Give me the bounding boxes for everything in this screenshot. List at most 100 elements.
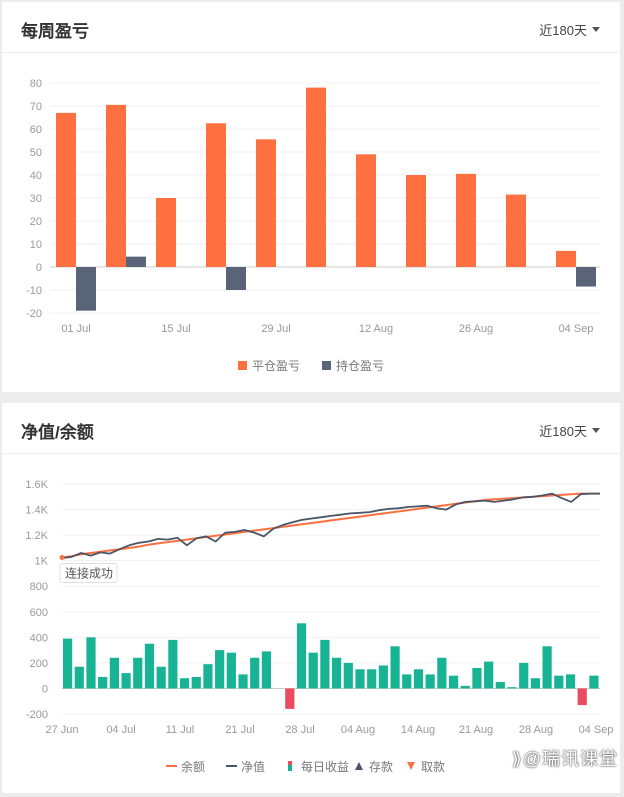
y-tick-label: -10 — [26, 285, 42, 297]
daily-return-bar — [156, 666, 166, 689]
weekly-pnl-header: 每周盈亏 近180天 — [2, 2, 620, 53]
legend-label: 存款 — [369, 760, 393, 774]
legend-label: 净值 — [241, 759, 265, 774]
bar — [206, 123, 226, 267]
weekly-range-dropdown[interactable]: 近180天 — [539, 20, 600, 39]
x-tick-label: 12 Aug — [359, 323, 393, 335]
bar — [126, 256, 146, 267]
daily-return-bar — [215, 650, 225, 689]
y-tick-label: 70 — [30, 101, 42, 113]
weekly-pnl-card: 每周盈亏 近180天 80 70 60 50 40 30 20 10 0 -10 -20 01 Jul… — [2, 2, 620, 392]
daily-return-bar — [554, 675, 564, 689]
daily-return-bar — [121, 673, 131, 689]
y-tick-label: 0 — [36, 262, 42, 274]
daily-return-bar — [133, 657, 143, 689]
daily-return-bar — [448, 675, 459, 689]
daily-return-bar — [565, 674, 576, 689]
equity-line — [61, 492, 600, 559]
daily-return-bar — [109, 657, 119, 689]
daily-return-bar — [542, 646, 552, 689]
bar — [106, 104, 126, 267]
daily-return-bar — [390, 646, 400, 689]
daily-return-bar — [144, 643, 155, 689]
legend-swatch — [322, 361, 331, 370]
daily-return-bar — [98, 676, 108, 689]
daily-return-bar — [507, 687, 517, 689]
legend-label: 持仓盈亏 — [336, 358, 384, 373]
daily-return-bar — [296, 623, 307, 689]
equity-balance-header: 净值/余额 近180天 — [2, 403, 620, 454]
equity-range-label: 近180天 — [539, 424, 587, 439]
bar — [306, 87, 326, 267]
daily-return-bar — [86, 637, 96, 689]
x-tick-label: 15 Jul — [161, 323, 190, 335]
bar — [556, 250, 576, 267]
y-tick-label: 1.2K — [25, 530, 48, 542]
daily-return-bar — [413, 669, 424, 689]
daily-return-bar — [308, 652, 318, 689]
watermark: ⟫@瑞讯课堂 — [511, 749, 618, 769]
daily-return-bar — [191, 676, 201, 689]
x-tick-label: 28 Jul — [285, 724, 314, 736]
x-tick-label: 04 Sep — [579, 724, 614, 736]
x-tick-label: 04 Jul — [106, 724, 135, 736]
x-tick-label: 01 Jul — [61, 323, 90, 335]
y-tick-label: 800 — [30, 581, 48, 593]
x-tick-label: 21 Aug — [459, 724, 493, 736]
daily-return-bar — [261, 651, 272, 689]
y-tick-label: -200 — [26, 709, 48, 721]
daily-return-bar — [519, 662, 529, 689]
chevron-down-icon — [592, 27, 600, 33]
y-tick-label: -20 — [26, 308, 42, 320]
bar — [76, 267, 96, 311]
daily-return-bar — [343, 662, 353, 689]
legend-swatch — [288, 761, 292, 765]
y-tick-label: 600 — [30, 607, 48, 619]
y-tick-label: 20 — [30, 216, 42, 228]
y-tick-label: 10 — [30, 239, 42, 251]
daily-return-bar — [378, 665, 388, 689]
equity-balance-chart: 1.6K 1.4K 1.2K 1K 800 600 400 200 0 -200 连接成功 27 Ju… — [25, 479, 614, 774]
legend-swatch — [238, 361, 247, 370]
legend-label: 取款 — [421, 760, 445, 774]
daily-return-bar — [332, 657, 342, 689]
daily-return-bar — [495, 682, 505, 689]
y-tick-label: 80 — [30, 78, 42, 90]
daily-return-bar — [425, 674, 435, 689]
legend-swatch — [355, 762, 363, 770]
x-tick-label: 14 Aug — [401, 724, 435, 736]
daily-return-bar — [320, 639, 330, 689]
chevron-down-icon — [592, 428, 600, 434]
bar — [256, 139, 276, 267]
bar — [456, 173, 476, 267]
x-tick-label: 04 Aug — [341, 724, 375, 736]
x-tick-label: 28 Aug — [519, 724, 553, 736]
tooltip-text: 连接成功 — [65, 565, 113, 580]
bar — [156, 198, 176, 267]
legend-label: 余额 — [181, 759, 205, 774]
equity-balance-title: 净值/余额 — [21, 423, 94, 442]
daily-return-bar — [484, 661, 494, 689]
y-tick-label: 30 — [30, 193, 42, 205]
daily-return-bar — [367, 669, 377, 689]
daily-return-bar — [577, 688, 587, 706]
weekly-pnl-title: 每周盈亏 — [21, 22, 89, 41]
bar — [406, 175, 426, 267]
y-tick-label: 1K — [35, 556, 49, 568]
balance-line — [61, 492, 600, 559]
daily-return-bar — [460, 685, 470, 689]
equity-range-dropdown[interactable]: 近180天 — [539, 421, 600, 440]
x-tick-label: 27 Jun — [45, 724, 78, 736]
y-tick-label: 200 — [30, 658, 48, 670]
legend-label: 平仓盈亏 — [252, 359, 300, 373]
y-tick-label: 50 — [30, 147, 42, 159]
start-point — [59, 554, 65, 560]
daily-return-bar — [472, 668, 482, 689]
y-tick-label: 400 — [30, 632, 48, 644]
bar — [226, 267, 246, 290]
daily-return-bar — [250, 657, 260, 689]
y-tick-label: 60 — [30, 124, 42, 136]
x-tick-label: 04 Sep — [559, 323, 594, 335]
legend-swatch — [288, 761, 292, 771]
legend-swatch — [407, 762, 415, 770]
